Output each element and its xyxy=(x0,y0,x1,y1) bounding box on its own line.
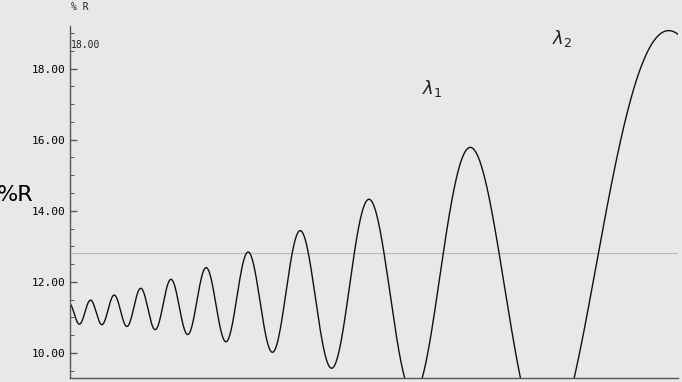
Text: $\lambda_2$: $\lambda_2$ xyxy=(552,28,572,49)
Text: $\lambda_1$: $\lambda_1$ xyxy=(421,78,442,99)
Text: % R: % R xyxy=(71,2,89,12)
Text: 18.00: 18.00 xyxy=(71,40,101,50)
Text: %R: %R xyxy=(0,185,33,205)
